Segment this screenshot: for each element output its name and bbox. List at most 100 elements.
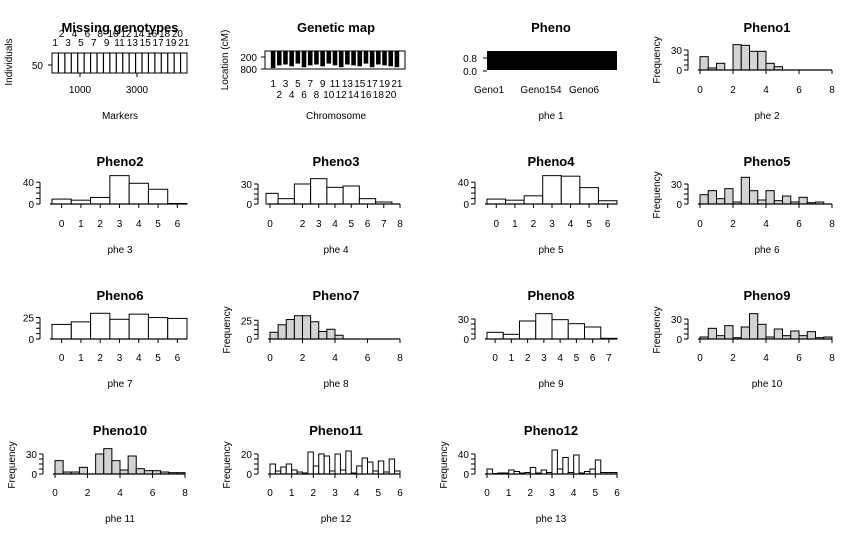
chromosome-label-even: 4 [72,29,78,40]
x-tick-label: 4 [763,85,769,96]
y-tick-label: 50 [32,61,44,72]
x-tick-label: 6 [590,353,596,364]
histogram-bar [265,192,279,205]
histogram-bar [579,187,599,205]
y-axis-label: Frequency [7,441,18,488]
histogram-bar [562,457,569,475]
x-tick-label: 2 [730,219,736,230]
chart-title: Pheno12 [524,423,578,438]
x-tick-label-odd: 1 [270,79,276,90]
chromosome-label-odd: 1 [52,38,58,49]
x-tick-label: 4 [136,219,142,230]
chart-title: Pheno3 [313,154,360,169]
x-tick-label: 0 [492,353,498,364]
histogram-bar [323,455,331,475]
y-tick-label: 0.8 [463,54,477,65]
x-tick-label: 3 [117,353,123,364]
x-tick-label: 4 [354,488,360,499]
histogram-bar [757,323,767,340]
histogram-bar [486,331,504,340]
histogram-bar [732,44,742,71]
x-axis-label: phe 1 [538,111,563,122]
histogram-bar [551,319,569,340]
x-tick-label-even: 18 [373,90,385,101]
histogram-bar [542,175,562,205]
x-tick-label: 0 [52,488,58,499]
x-tick-label: 6 [365,219,371,230]
chromosome-marker-bar [276,51,282,66]
y-tick-label: 0 [28,335,34,346]
x-tick-label-even: 2 [277,90,283,101]
chromosome-label-odd: 15 [140,38,152,49]
histogram-bar [699,56,709,71]
histogram-bar [147,188,169,205]
histogram-bar [551,449,558,475]
histogram-bar [699,194,709,205]
chromosome-marker-bar [369,51,375,68]
x-tick-label: 3 [117,219,123,230]
chromosome-label-even: 6 [85,29,91,40]
x-tick-label: 8 [829,85,835,96]
histogram-bar [749,313,759,340]
x-tick-label: 0 [59,219,65,230]
x-tick-label: 2 [300,353,306,364]
histogram-bar [90,312,111,340]
histogram-bar [127,455,137,475]
y-axis-label: Frequency [222,441,233,488]
chromosome-label-odd: 11 [114,38,125,49]
chromosome-label-odd: 17 [153,38,165,49]
y-axis-label: Frequency [652,36,663,83]
chromosome-marker-bar [338,51,344,68]
x-tick-label: 1 [506,488,512,499]
y-tick-label: 0 [463,335,469,346]
x-tick-label: 1 [512,219,518,230]
chromosome-marker-bar [320,51,325,67]
chromosome-marker-bar [289,51,294,67]
x-tick-label-odd: 15 [354,79,366,90]
histogram-bar [757,50,767,71]
y-tick-label: 40 [458,178,470,189]
x-tick-label: 1000 [69,85,92,96]
histogram-bar [529,467,537,475]
histogram-bar [724,325,734,340]
histogram-bar [277,324,287,340]
x-tick-label: 0 [697,353,703,364]
histogram-bar [310,178,328,205]
chart-title: Pheno9 [744,288,791,303]
histogram-bar [70,321,92,340]
x-tick-label: 1 [509,353,515,364]
x-axis-label: phe 2 [754,111,779,122]
x-tick-label: 6 [175,219,181,230]
histogram-bar [519,320,537,340]
chromosome-marker-bar [382,51,387,66]
histogram-bar [716,62,726,71]
y-tick-label: 800 [240,65,257,76]
x-tick-label-even: 10 [323,90,335,101]
chromosome-label-even: 16 [146,29,158,40]
chromosome-label-even: 12 [120,29,132,40]
y-tick-label: 200 [240,53,257,64]
histogram-bar [280,466,287,475]
histogram-bar [54,460,64,475]
histogram-bar [798,196,808,205]
x-tick-label-odd: 13 [342,79,354,90]
x-tick-label: Geno1 [474,85,504,96]
x-tick-label-odd: 11 [330,79,341,90]
x-tick-label-odd: 21 [391,79,403,90]
histogram-bar [128,182,149,205]
histogram-bar [318,453,325,475]
chromosome-marker-bar [307,51,313,66]
chromosome-marker-bar [376,51,381,65]
chart-title: Pheno2 [97,154,144,169]
histogram-bar [740,176,750,205]
histogram-bar [502,333,520,340]
chromosome-marker-bar [363,51,369,64]
chromosome-label-even: 14 [133,29,145,40]
x-tick-label: 8 [829,219,835,230]
histogram-bar [567,323,585,340]
histogram-bar [109,175,130,205]
histogram-bar [356,465,363,475]
x-tick-label: 2 [97,219,103,230]
x-tick-label: 7 [381,219,387,230]
